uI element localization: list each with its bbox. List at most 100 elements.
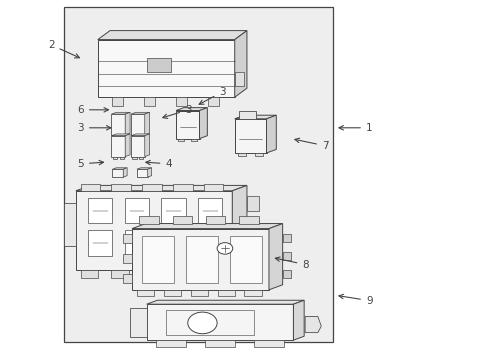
Text: 6: 6 — [77, 105, 108, 115]
Polygon shape — [234, 31, 246, 97]
Bar — [191, 139, 197, 141]
Text: 1: 1 — [338, 123, 372, 133]
Bar — [111, 114, 125, 135]
Bar — [111, 270, 128, 278]
Bar — [234, 72, 244, 86]
Bar — [246, 196, 259, 211]
Bar — [172, 216, 192, 224]
Bar — [81, 184, 100, 191]
Bar — [229, 236, 261, 283]
Circle shape — [187, 312, 217, 334]
Polygon shape — [131, 112, 149, 114]
Bar — [178, 139, 184, 141]
Bar — [161, 198, 185, 223]
Polygon shape — [234, 115, 276, 119]
Bar — [137, 169, 147, 177]
Bar — [124, 198, 149, 223]
Bar — [198, 198, 222, 223]
Bar — [173, 270, 190, 278]
Polygon shape — [147, 168, 151, 177]
Polygon shape — [125, 134, 130, 157]
Bar — [132, 135, 136, 138]
Bar — [124, 230, 149, 256]
Bar — [111, 136, 125, 157]
Bar — [120, 135, 123, 138]
Polygon shape — [123, 254, 132, 263]
Text: 3: 3 — [199, 87, 225, 104]
Bar — [139, 157, 143, 159]
Bar — [146, 304, 293, 340]
Circle shape — [217, 243, 232, 254]
Polygon shape — [293, 300, 304, 340]
Text: 2: 2 — [48, 40, 80, 58]
Polygon shape — [146, 300, 304, 304]
Bar — [131, 114, 144, 135]
Bar — [246, 220, 259, 234]
Text: 5: 5 — [77, 159, 103, 169]
Bar — [207, 97, 218, 106]
Bar — [142, 236, 173, 283]
Text: 9: 9 — [338, 294, 372, 306]
Bar — [190, 290, 207, 296]
Bar — [205, 340, 234, 347]
Polygon shape — [305, 316, 321, 333]
Polygon shape — [111, 112, 130, 114]
Polygon shape — [199, 108, 207, 139]
Bar — [146, 58, 171, 72]
Polygon shape — [144, 134, 149, 157]
Bar — [132, 157, 136, 159]
Text: 7: 7 — [294, 138, 328, 151]
Polygon shape — [268, 224, 282, 290]
Bar — [176, 111, 199, 139]
Bar — [234, 119, 266, 153]
Polygon shape — [282, 252, 291, 260]
Bar — [237, 153, 245, 156]
Text: 8: 8 — [275, 257, 308, 270]
Bar — [111, 184, 131, 191]
Bar — [173, 184, 192, 191]
Bar — [203, 184, 223, 191]
Bar — [132, 229, 268, 290]
Bar — [185, 236, 217, 283]
Bar — [156, 340, 185, 347]
Polygon shape — [111, 134, 130, 136]
Bar — [81, 270, 98, 278]
Bar — [217, 290, 234, 296]
Polygon shape — [282, 270, 291, 278]
Polygon shape — [76, 185, 246, 191]
Polygon shape — [132, 224, 282, 229]
Text: 3: 3 — [77, 123, 111, 133]
Bar — [120, 157, 123, 159]
Polygon shape — [282, 234, 291, 242]
Bar — [112, 97, 123, 106]
Bar — [142, 184, 162, 191]
Bar — [244, 290, 261, 296]
Bar — [203, 270, 221, 278]
Text: 3: 3 — [163, 105, 191, 118]
Bar — [163, 290, 181, 296]
Polygon shape — [123, 274, 132, 283]
Polygon shape — [129, 308, 146, 337]
Bar — [239, 216, 258, 224]
Bar — [76, 191, 232, 270]
Text: 4: 4 — [145, 159, 172, 169]
Bar — [112, 169, 123, 177]
Polygon shape — [123, 168, 127, 177]
Bar — [255, 153, 263, 156]
Bar — [142, 270, 159, 278]
Bar — [166, 310, 254, 335]
Bar — [198, 230, 222, 256]
Bar — [246, 243, 259, 257]
Polygon shape — [176, 108, 207, 111]
Polygon shape — [232, 185, 246, 270]
Bar — [239, 111, 256, 119]
Bar — [139, 216, 159, 224]
Bar — [139, 135, 143, 138]
Bar — [176, 97, 186, 106]
Bar — [137, 290, 154, 296]
Bar — [161, 230, 185, 256]
Polygon shape — [131, 134, 149, 136]
Bar — [88, 198, 112, 223]
Polygon shape — [123, 234, 132, 243]
Bar — [113, 135, 117, 138]
